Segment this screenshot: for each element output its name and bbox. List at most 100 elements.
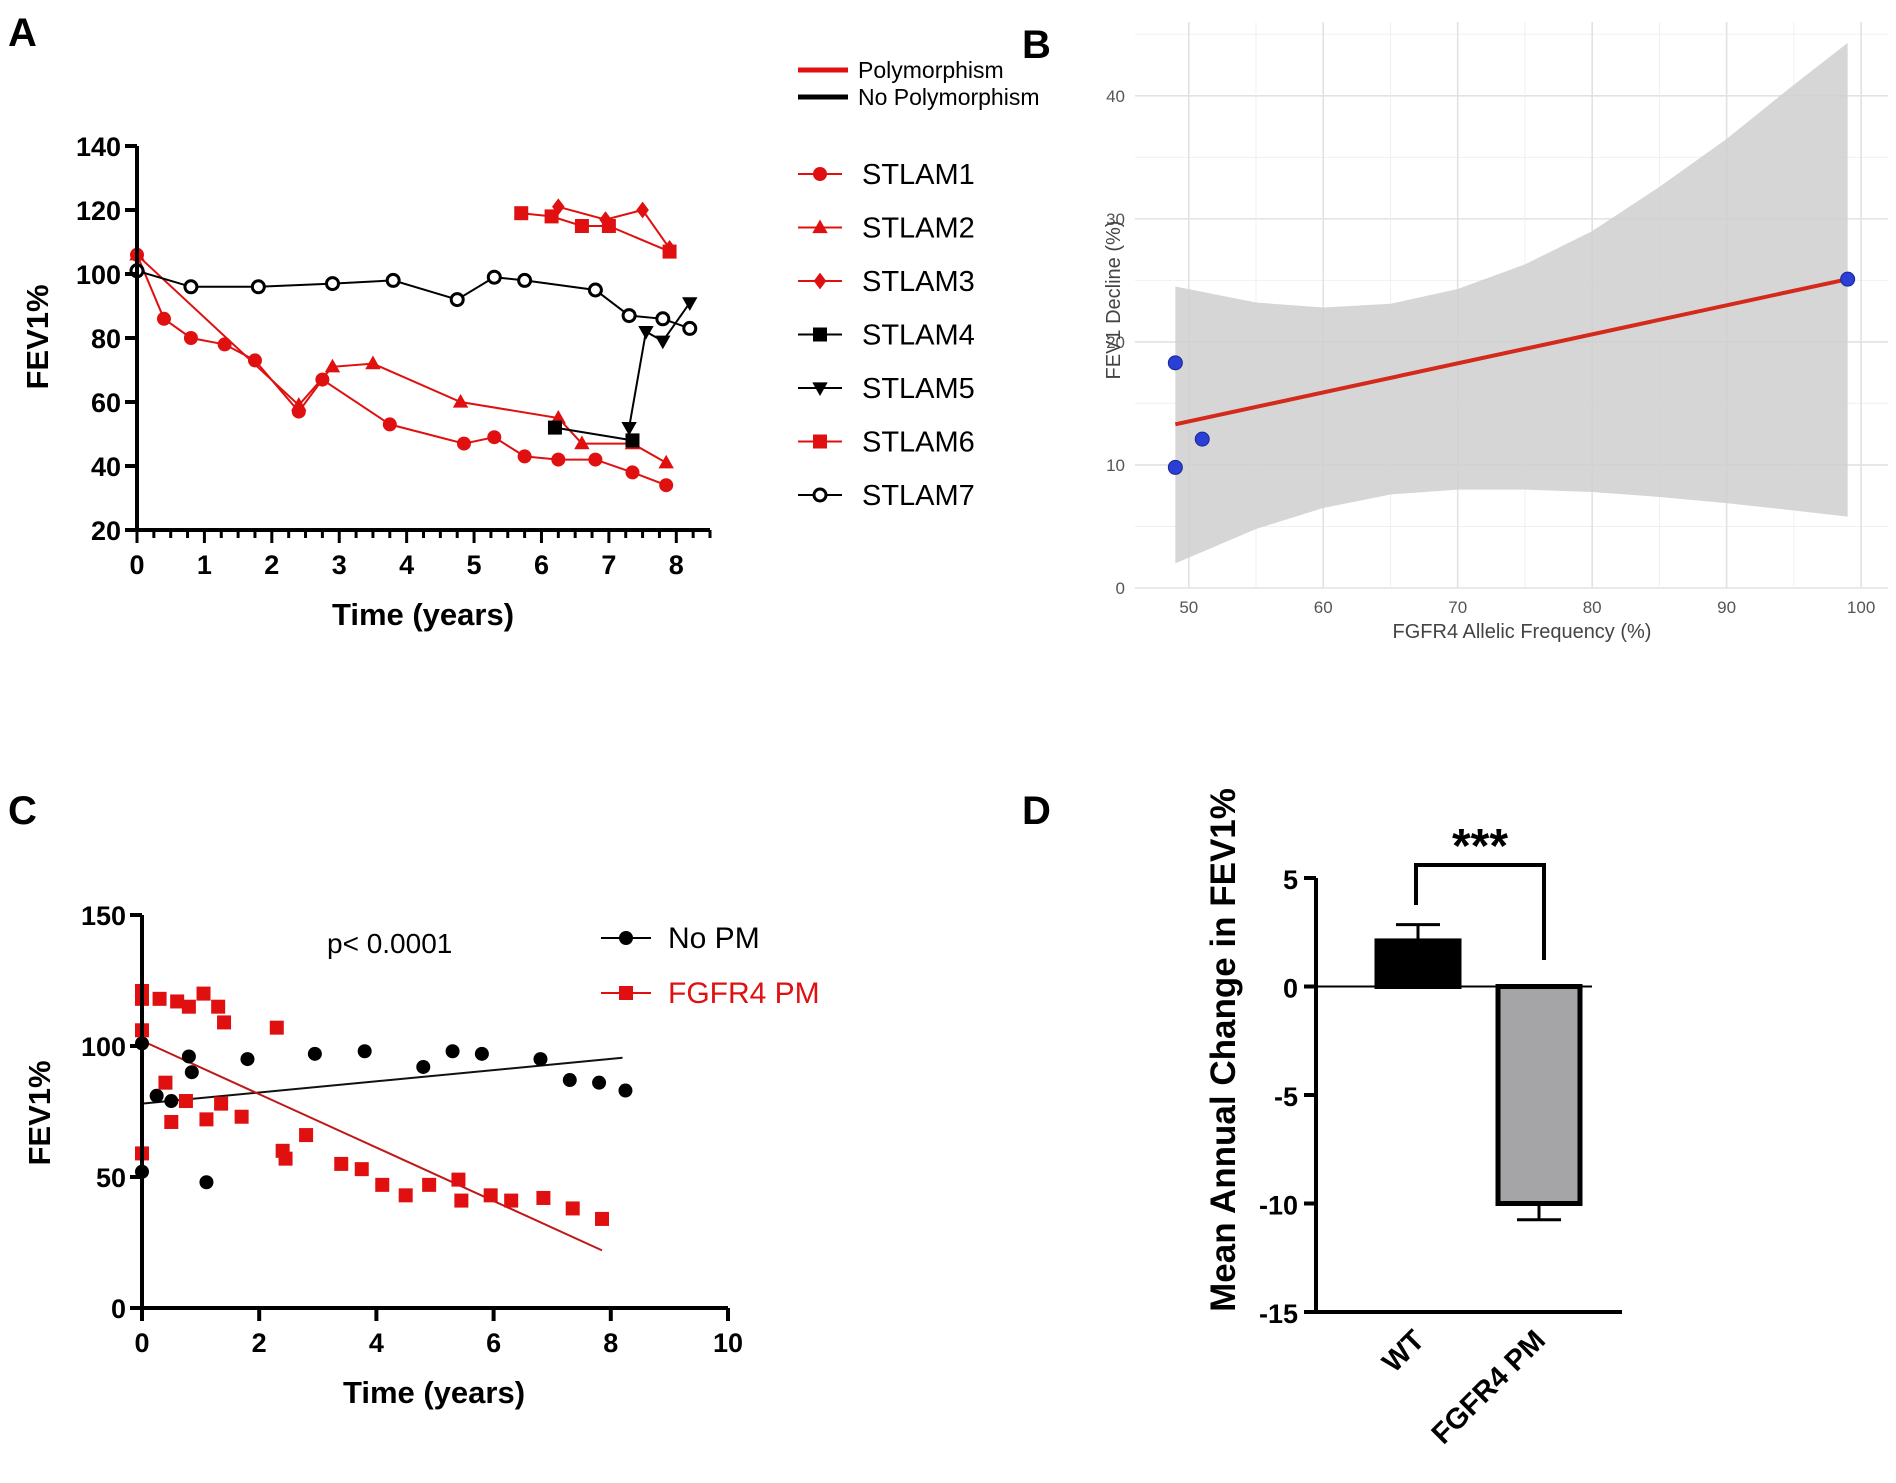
panel-a-point-stlam7 (385, 272, 401, 288)
panel-a-point-stlam2 (324, 358, 341, 373)
panel-c-point (152, 991, 167, 1006)
panel-a-point-stlam2 (550, 409, 567, 424)
panel-c-point (533, 1052, 548, 1067)
panel-c-legend-marker (619, 931, 633, 945)
panel-a-y-tick-label: 20 (91, 516, 121, 546)
panel-c-point (307, 1046, 322, 1061)
panel-c-point (178, 1094, 193, 1109)
panel-c-point (149, 1088, 164, 1103)
panel-c-point (214, 1096, 229, 1111)
panel-b-x-axis-title: FGFR4 Allelic Frequency (%) (1393, 621, 1652, 643)
legend-label-stlam6: STLAM6 (862, 427, 975, 459)
panel-b-regression-chart: 0 10 20 30 40 50 60 70 80 90 100 FGFR4 Allelic Fre… (1103, 22, 1888, 643)
panel-c-point (211, 999, 226, 1014)
panel-c-point (595, 1211, 610, 1226)
panel-a-point-stlam5 (682, 297, 698, 311)
panel-b-confidence-band (1175, 42, 1848, 564)
panel-c-point (504, 1193, 519, 1208)
panel-a-point-stlam1 (487, 430, 502, 445)
panel-c-point (354, 1162, 369, 1177)
panel-a-x-tick-label: 3 (332, 550, 347, 580)
panel-c-point (445, 1044, 460, 1059)
panel-c-x-tick-label: 10 (713, 1328, 743, 1358)
panel-a-point-stlam1 (588, 452, 603, 467)
panel-a-point-stlam7 (621, 308, 637, 324)
panel-d-bar-wt (1374, 938, 1462, 989)
panel-a-point-stlam2 (658, 454, 674, 469)
legend-marker-stlam1 (813, 167, 827, 181)
panel-d-y-tick-label: -10 (1259, 1191, 1298, 1221)
panel-b-point (1840, 271, 1856, 287)
panel-a-point-stlam6 (544, 209, 559, 224)
panel-c-point (398, 1188, 413, 1203)
panel-a-point-stlam7 (486, 269, 502, 285)
panel-a-point-stlam5 (621, 422, 637, 436)
panel-c-x-tick-label: 8 (603, 1328, 618, 1358)
panel-a-point-stlam6 (662, 244, 677, 259)
panel-c-y-axis-title: FEV1% (22, 1060, 57, 1165)
panel-a-point-stlam1 (247, 353, 262, 368)
legend-label-stlam4: STLAM4 (862, 320, 975, 352)
panel-b-x-tick-label: 80 (1583, 598, 1602, 617)
panel-a-point-stlam1 (625, 465, 640, 480)
panel-a-point-stlam2 (365, 355, 381, 370)
panel-c-point (184, 1065, 199, 1080)
panel-c-point (164, 1114, 179, 1129)
legend-label-no-polymorphism: No Polymorphism (858, 84, 1040, 110)
panel-b-y-axis-title: FEV1 Decline (%) (1103, 221, 1125, 380)
panel-a-y-axis-title: FEV1% (20, 284, 55, 389)
panel-a-point-stlam2 (291, 397, 307, 411)
panel-c-point (199, 1175, 214, 1190)
panel-b-regression-line (1174, 277, 1849, 427)
legend-marker-stlam3 (813, 272, 827, 290)
panel-b-x-tick-label: 90 (1717, 598, 1736, 617)
panel-c-legend-marker (619, 986, 633, 1000)
panel-a-x-tick-label: 7 (601, 550, 616, 580)
panel-letter-c: C (8, 789, 37, 833)
panel-c-point (199, 1112, 214, 1127)
panel-a-series-line-stlam5 (628, 302, 691, 428)
panel-a-series-line-stlam3 (558, 205, 671, 249)
panel-c-point (240, 1052, 255, 1067)
panel-c-point (483, 1188, 498, 1203)
panel-c-point (299, 1128, 314, 1143)
panel-a-point-stlam5 (638, 326, 654, 340)
panel-a-point-stlam2 (452, 393, 469, 408)
legend-marker-stlam5 (812, 382, 828, 397)
panel-a-x-tick-label: 0 (129, 550, 144, 580)
panel-a-point-stlam6 (574, 219, 589, 233)
panel-c-point (416, 1059, 431, 1074)
panel-b-y-tick-label: 40 (1106, 87, 1125, 106)
panel-b-x-tick-label: 60 (1314, 598, 1333, 617)
panel-a-point-stlam7 (324, 276, 340, 292)
legend-label-stlam2: STLAM2 (862, 213, 975, 245)
panel-a-point-stlam1 (551, 452, 566, 467)
panel-b-x-tick-label: 100 (1847, 598, 1875, 617)
panel-a-point-stlam7 (449, 292, 465, 308)
panel-a-point-stlam7 (587, 282, 603, 298)
panel-c-point (618, 1083, 633, 1098)
panel-c-point (170, 994, 185, 1009)
panel-c-p-value: p< 0.0001 (327, 928, 452, 959)
panel-a-point-stlam1 (183, 331, 198, 345)
panel-d-y-tick-label: -15 (1259, 1299, 1298, 1329)
panel-d-y-tick-label: 5 (1283, 865, 1298, 895)
panel-c-x-tick-label: 2 (252, 1328, 267, 1358)
panel-a-point-stlam7 (682, 320, 698, 336)
legend-label-stlam1: STLAM1 (862, 159, 975, 191)
panel-a-y-tick-label: 40 (91, 452, 121, 482)
panel-a-point-stlam5 (655, 335, 671, 350)
panel-c-point (181, 999, 196, 1014)
panel-c-y-tick-label: 0 (111, 1294, 126, 1324)
panel-a-x-tick-label: 2 (264, 550, 279, 580)
panel-c-y-tick-label: 150 (81, 901, 126, 931)
legend-label-stlam3: STLAM3 (862, 266, 975, 298)
panel-d-x-tick-label: WT (1376, 1324, 1431, 1379)
panel-c-point (278, 1151, 293, 1166)
panel-d-y-axis-title: Mean Annual Change in FEV1% (1204, 788, 1243, 1312)
panel-b-x-tick-label: 70 (1448, 598, 1467, 617)
panel-c-fit-line (141, 1056, 623, 1105)
